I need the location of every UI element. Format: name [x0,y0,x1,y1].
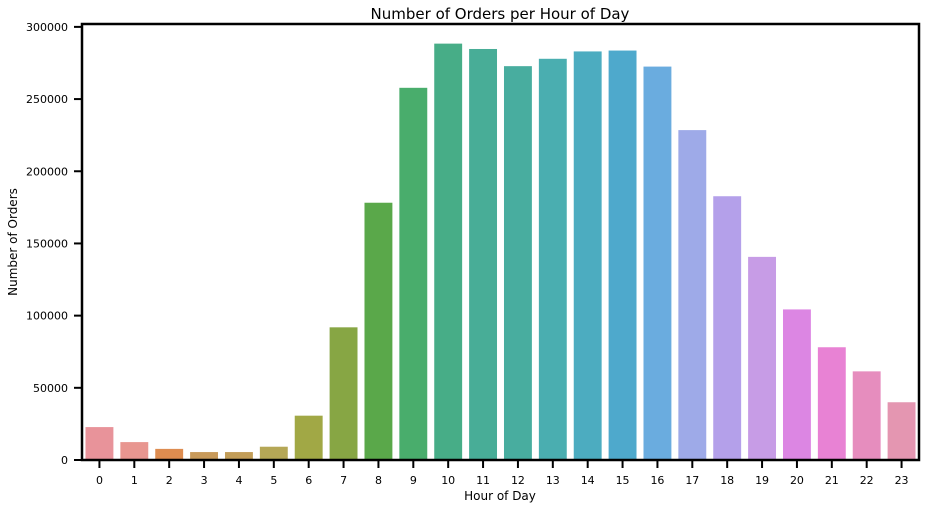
bar-hour-3 [190,452,219,460]
bar-hour-22 [852,371,881,460]
bar-hour-7 [329,327,358,460]
plot-frame [80,22,921,462]
bar-hour-5 [259,446,288,460]
bar-hour-23 [887,402,916,460]
y-tick-label: 150000 [26,237,68,250]
bar-hour-21 [817,347,846,460]
x-tick-label: 11 [476,474,490,487]
x-tick-label: 5 [270,474,277,487]
bar-hour-13 [538,58,567,460]
bar-hour-9 [399,87,428,460]
bar-hour-6 [294,415,323,460]
x-tick-label: 2 [166,474,173,487]
y-tick-label: 50000 [33,382,68,395]
x-tick-label: 20 [790,474,804,487]
y-tick-label: 250000 [26,93,68,106]
x-tick-label: 12 [511,474,525,487]
y-tick-label: 200000 [26,165,68,178]
x-tick-label: 22 [860,474,874,487]
bar-hour-0 [85,427,114,460]
x-tick-label: 6 [305,474,312,487]
y-tick-label: 0 [61,454,68,467]
x-tick-label: 17 [685,474,699,487]
bar-hour-17 [678,130,707,461]
y-axis-ticks: 0 50000 100000 150000 200000 250000 300000 [26,21,82,467]
x-tick-label: 4 [235,474,242,487]
bar-hour-8 [364,202,393,461]
y-tick-label: 100000 [26,310,68,323]
bar-hour-2 [155,448,184,460]
x-tick-label: 21 [825,474,839,487]
x-tick-label: 15 [616,474,630,487]
bar-hour-4 [224,452,253,460]
bar-hour-18 [713,196,742,461]
x-tick-label: 7 [340,474,347,487]
x-tick-label: 13 [546,474,560,487]
bar-hour-16 [643,66,672,460]
x-axis-ticks: 0 1 2 3 4 5 6 7 8 9 10 11 12 13 14 15 16 17 18 19 20 21 22 23 [96,460,909,487]
bar-hour-12 [503,66,532,460]
bar-hour-10 [434,43,463,460]
bar-hour-20 [782,309,811,460]
bars-group [85,43,916,461]
x-tick-label: 8 [375,474,382,487]
x-axis-label: Hour of Day [464,489,536,503]
bar-hour-15 [608,50,637,461]
bar-hour-11 [469,48,498,460]
y-axis-label: Number of Orders [6,188,20,296]
x-tick-label: 19 [755,474,769,487]
y-tick-label: 300000 [26,21,68,34]
x-tick-label: 0 [96,474,103,487]
x-tick-label: 9 [410,474,417,487]
bar-hour-19 [748,256,777,460]
x-tick-label: 23 [895,474,909,487]
x-tick-label: 18 [720,474,734,487]
bar-hour-1 [120,442,149,460]
x-tick-label: 3 [201,474,208,487]
chart-title: Number of Orders per Hour of Day [371,5,630,23]
x-tick-label: 14 [581,474,595,487]
x-tick-label: 10 [441,474,455,487]
x-tick-label: 16 [650,474,664,487]
x-tick-label: 1 [131,474,138,487]
bar-hour-14 [573,51,602,461]
